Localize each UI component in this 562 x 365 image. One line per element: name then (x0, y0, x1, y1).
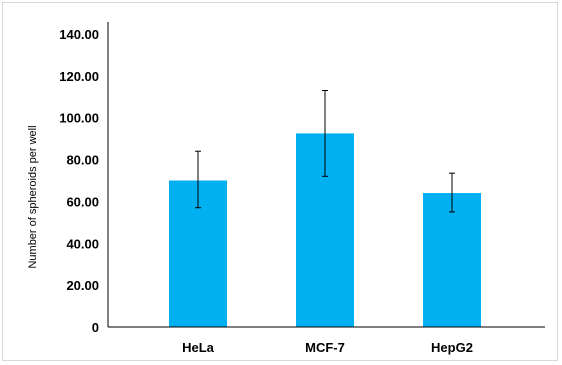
y-axis-ticks: 0 20.00 40.00 60.00 80.00 100.00 120.00 140.00 (59, 27, 99, 335)
y-tick-label: 20.00 (66, 278, 99, 293)
y-axis-label: Number of spheroids per well (27, 125, 39, 268)
y-axis-label-group: Number of spheroids per well (27, 125, 39, 268)
y-tick-label: 80.00 (66, 153, 99, 168)
y-tick-label: 100.00 (59, 111, 99, 126)
x-category-label: MCF-7 (305, 340, 345, 355)
x-category-label: HeLa (182, 340, 215, 355)
y-tick-label: 140.00 (59, 27, 99, 42)
y-tick-label: 40.00 (66, 236, 99, 251)
y-tick-label: 60.00 (66, 194, 99, 209)
error-bars (195, 90, 455, 213)
y-tick-label: 0 (92, 320, 99, 335)
x-axis-categories: HeLa MCF-7 HepG2 (182, 340, 473, 355)
y-tick-label: 120.00 (59, 69, 99, 84)
x-category-label: HepG2 (431, 340, 473, 355)
bar (423, 193, 481, 327)
